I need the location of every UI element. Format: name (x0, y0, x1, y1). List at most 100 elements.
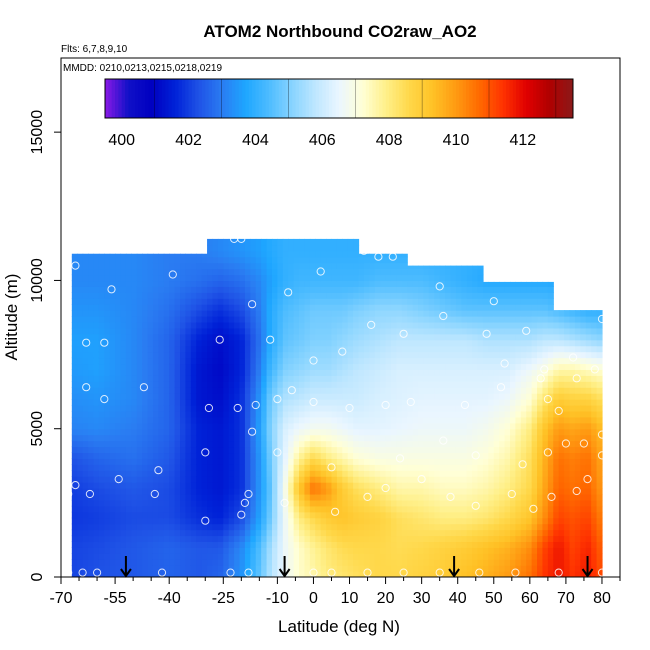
x-tick-label: 70 (557, 590, 575, 607)
chart-title: ATOM2 Northbound CO2raw_AO2 (203, 22, 476, 41)
observation-point (367, 320, 376, 329)
observation-point (572, 486, 581, 496)
x-tick-label: -10 (266, 590, 289, 607)
observation-point (482, 329, 491, 338)
observation-point (273, 448, 282, 457)
observation-point (579, 439, 589, 448)
colorbar-tick-label: 412 (510, 132, 537, 149)
observation-point (500, 359, 509, 368)
observation-point (471, 451, 480, 460)
observation-point (338, 347, 347, 356)
observation-point (251, 400, 260, 410)
colorbar-tick-label: 404 (242, 132, 269, 149)
observation-point (547, 492, 556, 501)
profile-arrows (120, 556, 594, 578)
chart-subtitle-flights: Flts: 6,7,8,9,10 (61, 44, 128, 55)
observation-point (204, 403, 213, 413)
observation-point (82, 338, 91, 347)
observation-point (435, 568, 444, 577)
observation-point (359, 246, 368, 255)
observation-point (399, 568, 408, 577)
observation-point (107, 285, 116, 294)
observation-point (64, 489, 73, 499)
x-tick-label: 30 (413, 590, 431, 607)
observation-point (201, 448, 210, 457)
chart-subtitle-dates: MMDD: 0210,0213,0215,0218,0219 (63, 63, 222, 74)
observation-point (406, 397, 415, 407)
observation-point (85, 489, 95, 499)
observation-point (215, 335, 224, 344)
x-tick-label: -70 (49, 590, 72, 607)
observation-point (572, 374, 581, 383)
observation-point (201, 516, 210, 525)
observation-point (78, 568, 87, 577)
observation-point (154, 466, 163, 475)
observation-point (100, 338, 109, 347)
colorbar-tick-label: 406 (309, 132, 336, 149)
observation-point (309, 568, 318, 577)
y-tick-label: 10000 (29, 258, 46, 303)
observation-point (597, 314, 607, 324)
x-tick-label: -55 (104, 590, 127, 607)
observation-point (93, 568, 102, 577)
observation-point (244, 489, 253, 499)
x-tick-label: -40 (158, 590, 181, 607)
observation-point (540, 365, 549, 374)
observation-point (395, 454, 405, 463)
observation-points (64, 234, 607, 577)
observation-point (266, 335, 275, 344)
observation-point (569, 353, 578, 362)
x-tick-label: 40 (449, 590, 467, 607)
observation-point (597, 568, 607, 577)
observation-point (71, 261, 80, 270)
y-tick-label: 5000 (29, 411, 46, 447)
x-tick-label: 0 (309, 590, 318, 607)
colorbar-tick-label: 400 (108, 132, 135, 149)
observation-point (139, 383, 148, 392)
observation-point (71, 481, 80, 490)
x-tick-label: 80 (593, 590, 611, 607)
observation-point (327, 463, 336, 472)
observation-point (522, 326, 531, 335)
observation-point (248, 427, 257, 436)
observation-point (496, 383, 506, 392)
observation-point (460, 400, 469, 410)
observation-point (309, 397, 318, 407)
observation-point (309, 356, 318, 365)
observation-point (363, 568, 372, 577)
y-axis: 0 5000 10000 15000 (29, 110, 61, 581)
y-tick-label: 0 (29, 572, 46, 581)
observation-point (388, 252, 397, 261)
observation-point (561, 439, 571, 448)
observation-point (284, 288, 293, 297)
colorbar-tick-label: 408 (376, 132, 403, 149)
profile-arrow (278, 556, 291, 578)
x-axis-label: Latitude (deg N) (278, 617, 400, 636)
observation-point (287, 386, 296, 395)
observation-point (475, 568, 484, 577)
observation-point (331, 507, 340, 516)
observation-point (543, 448, 553, 457)
observation-point (417, 475, 426, 484)
observation-point (446, 492, 455, 501)
plot-frame (60, 57, 621, 578)
observation-point (471, 501, 480, 510)
observation-point (554, 568, 563, 577)
observation-point (273, 395, 282, 404)
observation-point (248, 300, 257, 309)
observation-point (597, 430, 607, 439)
profile-arrow (120, 556, 132, 578)
observation-point (64, 568, 73, 577)
observation-point (345, 403, 354, 413)
x-tick-label: 50 (485, 590, 503, 607)
observation-point (327, 568, 336, 577)
x-tick-label: 20 (377, 590, 395, 607)
observation-point (237, 234, 246, 243)
observation-point (226, 568, 235, 577)
observation-point (363, 492, 372, 501)
observation-point (374, 252, 383, 261)
observation-point (237, 510, 246, 519)
observation-point (381, 483, 390, 493)
observation-point (168, 270, 177, 279)
observation-point (114, 475, 123, 484)
